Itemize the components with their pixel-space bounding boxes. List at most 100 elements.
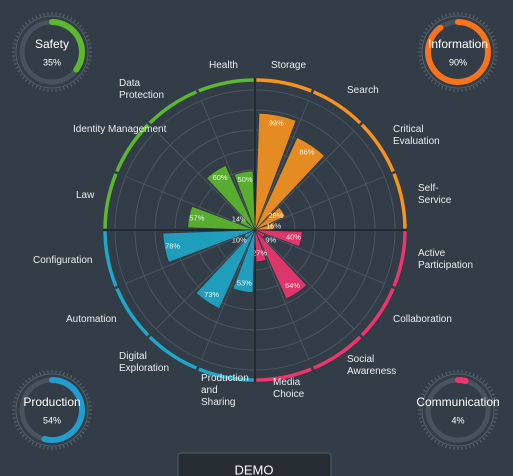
gauge-tick [418,59,422,61]
gauge-tick [494,417,498,419]
gauge-tick [88,417,92,419]
gauge-tick [66,85,69,89]
radial-line [254,229,385,285]
wedge [243,229,256,239]
gauge-tick [88,43,92,45]
category-label: Collaboration [393,314,452,325]
gauge-tick [421,393,425,396]
gauge-value: 54% [43,415,61,425]
gauge-tick [31,83,34,87]
gauge-tick [35,373,38,377]
gauge-tick [441,443,444,447]
gauge-tick [15,424,19,427]
gauge-tick [437,83,440,87]
gauge-tick [419,39,423,42]
gauge-tick [445,371,448,375]
gauge-tick [425,386,429,389]
gauge-tick [79,24,83,28]
gauge-track [15,15,89,89]
wedge [254,207,286,231]
gauge-tick [70,441,73,445]
gauge-tick [419,62,423,65]
gauge-tick [13,62,17,65]
radial-line [254,100,310,231]
gauge-tick [35,15,38,19]
category-label: Digital Exploration [119,351,170,374]
gauge-tick [19,28,23,31]
category-label: Storage [271,60,307,71]
gauge-tick [28,439,31,443]
wedge [162,229,256,263]
gauge-tick [465,88,467,92]
gauge-tick [427,382,431,386]
gauge-tick [76,379,80,383]
gauge-value: 4% [451,415,464,425]
demo-label[interactable]: DEMO [235,462,274,476]
outer-ring-arc [103,173,118,229]
gauge-tick [62,13,65,17]
gauge-title: Safety [35,37,69,51]
gauge-tick [66,373,69,377]
wedge [239,218,256,231]
wedge [234,170,256,231]
gauge-tick [472,443,475,447]
gauge-tick [427,76,431,80]
gauge-tick [87,62,91,65]
gauge-tick [79,434,83,438]
value-label: 9% [265,236,276,245]
gauge-tick [21,76,25,80]
wedge [254,229,267,263]
outer-ring-arc [312,335,362,370]
wedge [254,137,325,231]
gauge-tick [489,70,493,73]
gauge-tick [85,393,89,396]
gauge-tick [493,397,497,400]
gauge-tick [81,431,85,434]
value-label: 50% [238,175,253,184]
gauge-tick [441,15,444,19]
gauge-tick [43,370,45,374]
demo-button[interactable] [177,452,332,476]
value-label: 27% [252,248,267,257]
gauge-tick [476,375,479,379]
category-label: Health [209,60,238,71]
wedge [232,229,256,293]
gauge-tick [487,28,491,31]
radial-line [155,130,256,231]
gauge-tick [12,59,16,61]
gauge-tick [491,424,495,427]
wedge [187,206,256,231]
gauge-tick [35,443,38,447]
gauge-tick [39,13,42,17]
gauge-tick [81,73,85,76]
gauge-tick [418,417,422,419]
gauge-tick [13,420,17,423]
gauge-tick [31,441,34,445]
gauge-tick [418,401,422,403]
gauge-tick [494,43,498,45]
gauge-tick [76,437,80,441]
gauge-tick [485,24,489,28]
gauge-tick [13,39,17,42]
gauge-tick [449,370,451,374]
radial-line [125,229,256,285]
gauge-tick [449,446,451,450]
gauge-title: Information [428,37,488,51]
gauge-tick [24,379,28,383]
gauge-tick [66,15,69,19]
outer-ring-arc [103,231,118,287]
gauge-tick [39,371,42,375]
value-label: 86% [299,147,314,156]
gauge-tick [491,393,495,396]
gauge-tick [12,401,16,403]
gauge-tick [482,21,486,25]
wedge [254,229,265,238]
wedge [206,165,256,231]
gauge-tick [479,19,482,23]
gauge-tick [489,389,493,392]
gauge-tick [465,370,467,374]
gauge-tick [437,375,440,379]
gauge-tick [465,446,467,450]
